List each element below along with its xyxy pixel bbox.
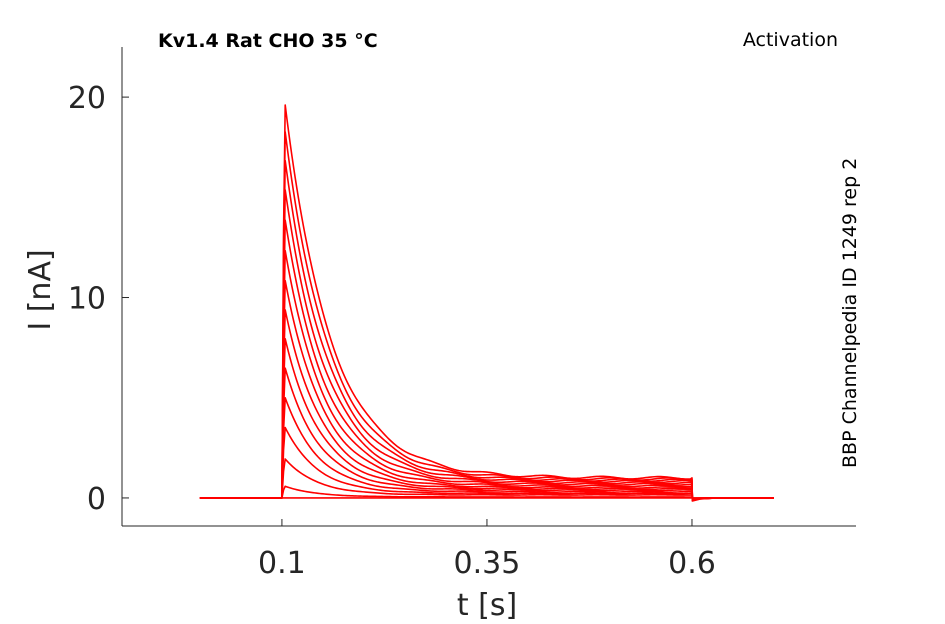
- trace-line: [199, 279, 774, 501]
- x-axis-label: t [s]: [457, 588, 517, 623]
- x-tick-label: 0.35: [454, 546, 521, 581]
- trace-line: [199, 189, 774, 502]
- y-tick-label: 20: [68, 81, 106, 116]
- trace-line: [199, 396, 774, 500]
- trace-line: [199, 426, 774, 500]
- trace-line: [199, 367, 774, 500]
- y-tick-label: 10: [68, 282, 106, 317]
- trace-line: [199, 249, 774, 501]
- trace-line: [199, 485, 774, 499]
- x-tick-label: 0.6: [668, 546, 716, 581]
- x-tick-label: 0.1: [258, 546, 306, 581]
- traces: [199, 104, 774, 502]
- trace-line: [199, 104, 774, 502]
- y-axis-label: I [nA]: [23, 249, 58, 330]
- y-tick-label: 0: [87, 482, 106, 517]
- chart-title: Kv1.4 Rat CHO 35 °C: [158, 30, 378, 52]
- trace-line: [199, 219, 774, 502]
- side-label: BBP Channelpedia ID 1249 rep 2: [839, 158, 861, 468]
- trace-line: [199, 458, 774, 500]
- trace-line: [199, 338, 774, 501]
- protocol-label: Activation: [743, 29, 838, 51]
- trace-line: [199, 309, 774, 501]
- x-ticks: 0.1 0.35 0.6: [258, 519, 716, 581]
- y-ticks: 0 10 20: [68, 81, 129, 517]
